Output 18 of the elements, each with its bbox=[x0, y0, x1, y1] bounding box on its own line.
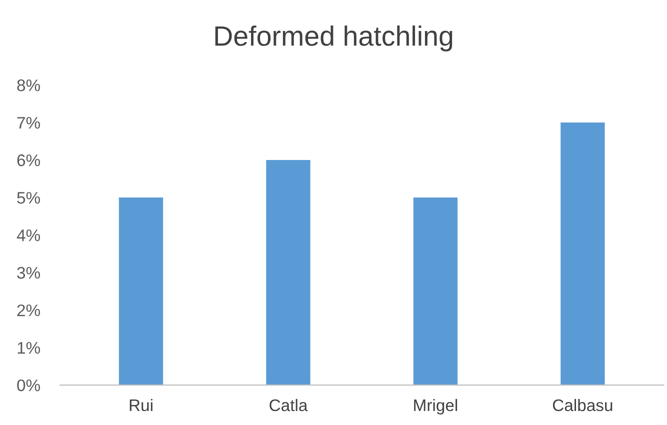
y-tick-label: 1% bbox=[18, 342, 40, 354]
x-tick-label: Catla bbox=[270, 398, 308, 412]
chart-title: Deformed hatchling bbox=[215, 26, 452, 52]
bar bbox=[413, 198, 458, 386]
y-tick-label: 5% bbox=[17, 192, 40, 204]
x-tick-label: Mrigel bbox=[414, 398, 458, 414]
bar bbox=[560, 122, 605, 386]
y-tick-label: 0% bbox=[17, 379, 40, 392]
y-tick-label: 4% bbox=[16, 230, 40, 242]
y-tick-label: 2% bbox=[17, 304, 40, 316]
y-tick-label: 3% bbox=[17, 266, 40, 279]
bar bbox=[266, 160, 310, 386]
y-tick-label: 6% bbox=[17, 154, 40, 166]
bar bbox=[118, 198, 164, 386]
x-tick-label: Calbasu bbox=[552, 398, 612, 412]
y-tick-label: 8% bbox=[17, 79, 40, 92]
x-tick-label: Rui bbox=[130, 398, 152, 412]
y-tick-label: 7% bbox=[17, 116, 40, 129]
